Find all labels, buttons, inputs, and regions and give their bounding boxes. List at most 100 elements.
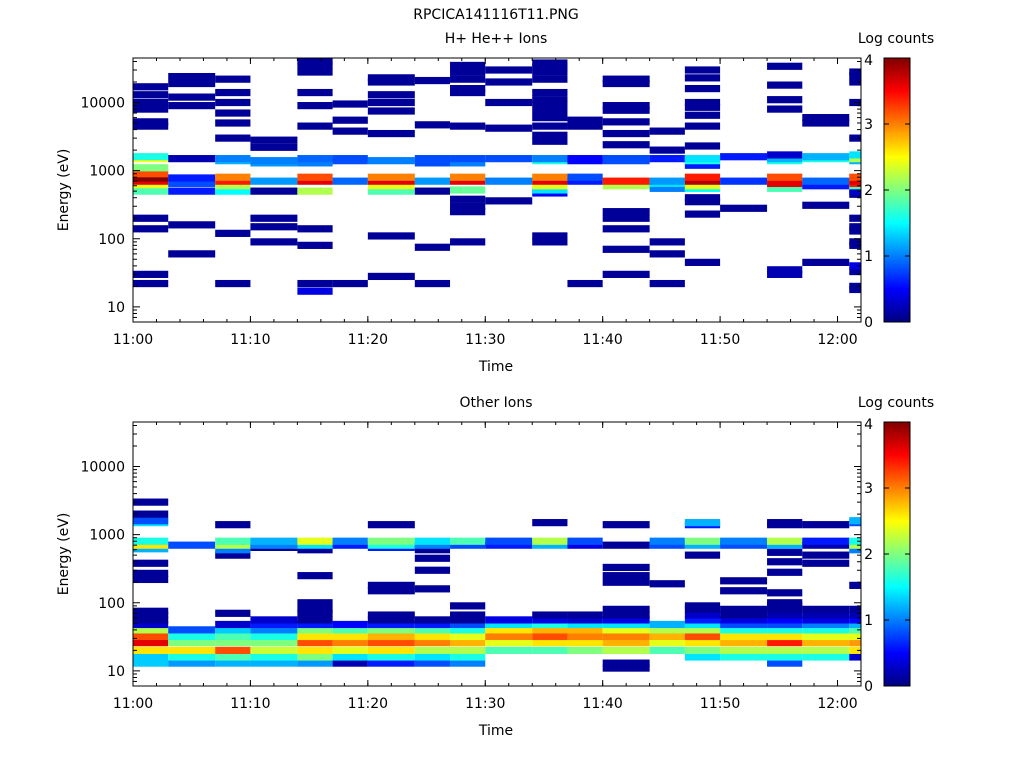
heatmap-cell <box>215 229 251 237</box>
heatmap-cell <box>567 616 603 624</box>
heatmap-cell <box>332 100 368 108</box>
heatmap-cell <box>567 116 603 124</box>
heatmap-cell <box>567 646 603 654</box>
heatmap-cell <box>684 616 721 624</box>
heatmap-cell <box>602 664 650 672</box>
heatmap-cell <box>532 519 568 527</box>
heatmap-cell <box>133 517 169 525</box>
heatmap-cell <box>602 616 650 624</box>
colorbar-tick-label: 0 <box>864 315 873 331</box>
heatmap-cell <box>250 136 298 144</box>
heatmap-cell <box>485 632 533 641</box>
heatmap-cell <box>414 187 451 195</box>
heatmap-cell <box>450 88 486 97</box>
heatmap-cell <box>802 551 850 559</box>
colorbar-tick-label: 0 <box>864 679 873 695</box>
heatmap-cell <box>767 659 803 667</box>
heatmap-cell <box>168 174 216 182</box>
x-axis-label: Time <box>478 359 513 375</box>
heatmap-cell <box>684 155 721 163</box>
heatmap-cell <box>649 537 685 545</box>
heatmap-cell <box>168 541 216 549</box>
heatmap-cell <box>414 620 451 629</box>
heatmap-cell <box>649 177 685 185</box>
heatmap-cell <box>215 75 251 83</box>
heatmap-cell <box>849 653 861 661</box>
y-tick-label: 100 <box>98 232 125 248</box>
heatmap-cell <box>450 155 486 163</box>
heatmap-cell <box>215 551 251 559</box>
heatmap-cell <box>133 118 169 126</box>
heatmap-cell <box>414 639 451 647</box>
heatmap-cell <box>767 270 803 278</box>
heatmap-cell <box>720 537 768 545</box>
heatmap-cell <box>532 100 568 108</box>
heatmap-cell <box>802 605 850 613</box>
heatmap-cell <box>849 639 861 647</box>
heatmap-cell <box>367 646 415 654</box>
heatmap-cell <box>367 620 415 629</box>
heatmap-cell <box>450 122 486 130</box>
heatmap-cell <box>450 602 486 610</box>
heatmap-cell <box>367 537 415 545</box>
heatmap-cell <box>684 177 721 185</box>
heatmap-cell <box>168 659 216 667</box>
heatmap-cell <box>215 609 251 617</box>
heatmap-cell <box>649 155 685 163</box>
heatmap-cell <box>684 551 721 559</box>
heatmap-cell <box>567 173 603 181</box>
x-tick-label: 11:10 <box>230 696 270 712</box>
heatmap-cell <box>602 605 650 613</box>
heatmap-cell <box>297 659 333 667</box>
heatmap-cell <box>297 159 333 167</box>
heatmap-cell <box>720 177 768 185</box>
heatmap-cell <box>133 632 169 641</box>
figure-title: RPCICA141116T11.PNG <box>413 7 578 23</box>
heatmap-cell <box>849 227 861 235</box>
heatmap-cell <box>567 541 603 549</box>
heatmap-cell <box>532 182 568 190</box>
heatmap-cell <box>649 626 685 634</box>
heatmap-cell <box>414 626 451 634</box>
heatmap-cell <box>602 208 650 216</box>
heatmap-cell <box>133 225 169 233</box>
heatmap-cell <box>215 279 251 288</box>
heatmap-cell <box>485 66 533 74</box>
heatmap-cell <box>802 620 850 629</box>
y-axis-label: Energy (eV) <box>56 513 72 596</box>
heatmap-cell <box>133 559 169 567</box>
heatmap-cell <box>602 563 650 572</box>
heatmap-cell <box>767 155 803 163</box>
heatmap-cell <box>802 639 850 647</box>
heatmap-cell <box>297 122 333 130</box>
heatmap-cell <box>684 85 721 93</box>
heatmap-cell <box>849 517 861 525</box>
heatmap-cell <box>450 659 486 667</box>
heatmap-cell <box>168 626 216 634</box>
heatmap-cell <box>602 521 650 529</box>
heatmap-cell <box>532 626 568 634</box>
plot-frame <box>132 57 862 323</box>
heatmap-cell <box>849 187 861 195</box>
heatmap-cell <box>849 155 861 163</box>
heatmap-cell <box>720 632 768 641</box>
heatmap-cell <box>367 639 415 647</box>
heatmap-cell <box>297 646 333 654</box>
heatmap-cell <box>297 541 333 549</box>
heatmap-cell <box>367 587 415 595</box>
heatmap-cell <box>684 632 721 641</box>
heatmap-cell <box>414 653 451 661</box>
heatmap-cell <box>168 653 216 661</box>
heatmap-cell <box>250 187 298 195</box>
y-tick-label: 1000 <box>89 164 125 180</box>
heatmap-cell <box>567 177 603 185</box>
heatmap-cell <box>602 214 650 222</box>
heatmap-cell <box>332 177 368 185</box>
heatmap-cell <box>849 173 861 181</box>
heatmap-cell <box>250 223 298 231</box>
x-tick-label: 11:50 <box>700 332 740 348</box>
heatmap-cell <box>602 155 650 163</box>
heatmap-cell <box>297 61 333 70</box>
heatmap-cell <box>849 611 861 619</box>
heatmap-cell <box>215 659 251 667</box>
